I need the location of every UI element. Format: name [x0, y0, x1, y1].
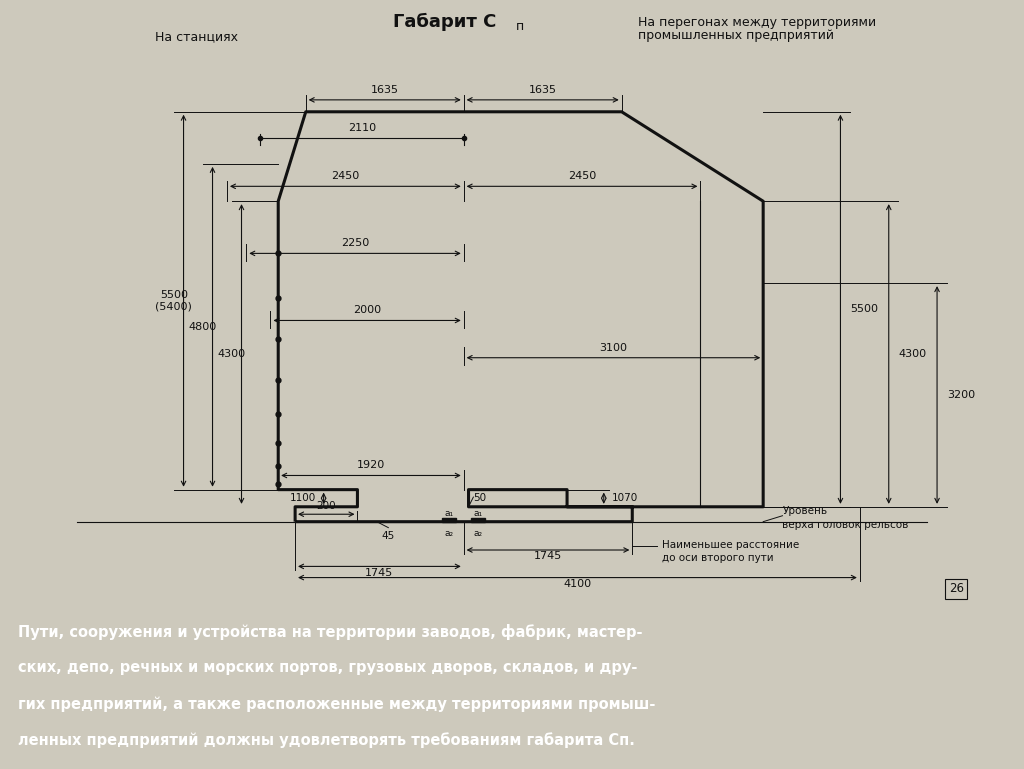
Text: п: п	[516, 20, 524, 33]
Text: промышленных предприятий: промышленных предприятий	[638, 29, 834, 42]
Text: 1745: 1745	[534, 551, 562, 561]
Text: 50: 50	[473, 493, 486, 503]
Text: Уровень: Уровень	[782, 505, 827, 515]
Text: гих предприятий, а также расположенные между территориями промыш-: гих предприятий, а также расположенные м…	[18, 696, 655, 712]
Text: 1070: 1070	[611, 493, 638, 503]
Text: a₁: a₁	[444, 508, 454, 518]
Text: 3200: 3200	[947, 390, 975, 400]
Text: Пути, сооружения и устройства на территории заводов, фабрик, мастер-: Пути, сооружения и устройства на террито…	[18, 624, 643, 640]
Text: Габарит С: Габарит С	[392, 13, 496, 32]
Text: a₂: a₂	[474, 529, 482, 538]
Text: 2250: 2250	[341, 238, 369, 248]
Text: 2000: 2000	[353, 305, 381, 315]
Text: 2110: 2110	[348, 123, 377, 133]
Text: На перегонах между территориями: На перегонах между территориями	[638, 16, 876, 29]
Text: 2450: 2450	[331, 171, 359, 181]
Text: 2450: 2450	[568, 171, 596, 181]
Text: 1745: 1745	[366, 568, 393, 578]
Text: 1635: 1635	[371, 85, 398, 95]
Text: 5500: 5500	[850, 305, 879, 315]
Text: 4300: 4300	[218, 349, 246, 359]
Text: 4100: 4100	[563, 579, 592, 589]
Text: 4800: 4800	[188, 321, 217, 331]
Text: 1100: 1100	[290, 493, 315, 503]
Text: a₂: a₂	[444, 529, 454, 538]
Text: ских, депо, речных и морских портов, грузовых дворов, складов, и дру-: ских, депо, речных и морских портов, гру…	[18, 660, 638, 675]
Text: 1920: 1920	[356, 461, 385, 471]
Text: 1635: 1635	[528, 85, 557, 95]
Text: 5500
(5400): 5500 (5400)	[156, 290, 193, 311]
Text: 4300: 4300	[898, 349, 927, 359]
Text: 26: 26	[949, 582, 964, 595]
Text: 45: 45	[382, 531, 395, 541]
Text: На станциях: На станциях	[155, 31, 238, 44]
Polygon shape	[442, 518, 457, 521]
Text: 200: 200	[316, 501, 336, 511]
Text: 3100: 3100	[599, 342, 628, 352]
Text: Наименьшее расстояние: Наименьшее расстояние	[662, 541, 799, 551]
Polygon shape	[471, 518, 485, 521]
Text: a₁: a₁	[474, 508, 482, 518]
Text: до оси второго пути: до оси второго пути	[662, 553, 773, 563]
Text: верха головок рельсов: верха головок рельсов	[782, 521, 909, 531]
Text: ленных предприятий должны удовлетворять требованиям габарита Сп.: ленных предприятий должны удовлетворять …	[18, 733, 635, 748]
